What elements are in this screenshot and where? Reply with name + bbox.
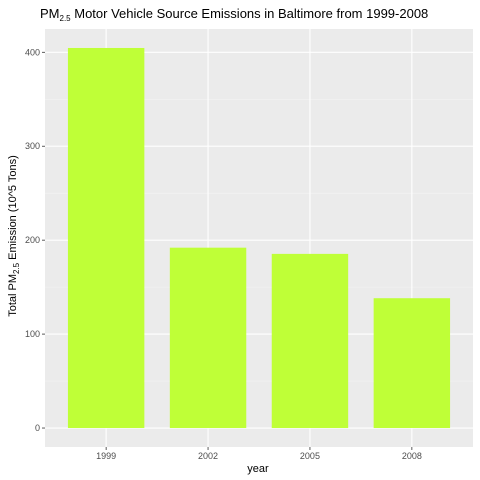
y-axis-title: Total PM2.5 Emission (10^5 Tons) (7, 155, 21, 317)
bar-1999 (67, 47, 145, 429)
x-tick-label: 1999 (96, 451, 116, 461)
x-tick-label: 2002 (198, 451, 218, 461)
y-tick-label: 0 (35, 423, 40, 433)
x-tick-label: 2008 (402, 451, 422, 461)
bar-2002 (169, 247, 247, 429)
chart-title: PM2.5 Motor Vehicle Source Emissions in … (40, 6, 428, 23)
y-axis: 0 100 200 300 400 (25, 47, 45, 433)
y-tick-label: 400 (25, 47, 40, 57)
bars (67, 47, 451, 429)
x-axis-title: year (247, 463, 269, 475)
y-tick-label: 300 (25, 141, 40, 151)
x-axis: 1999 2002 2005 2008 (96, 447, 422, 461)
y-tick-label: 200 (25, 235, 40, 245)
y-tick-label: 100 (25, 329, 40, 339)
bar-2008 (373, 298, 451, 429)
x-tick-label: 2005 (300, 451, 320, 461)
bar-2005 (271, 253, 349, 429)
